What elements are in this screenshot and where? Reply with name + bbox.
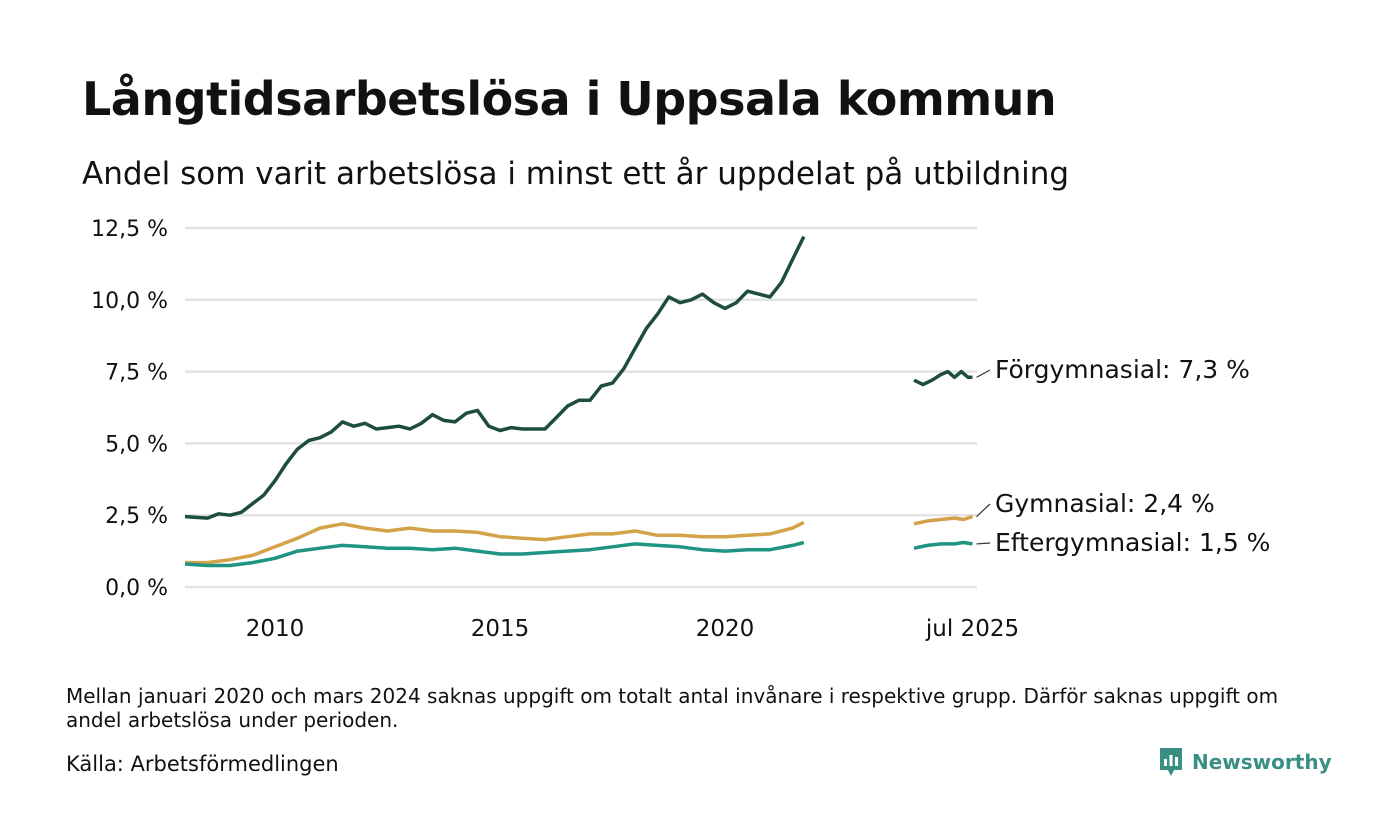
series-line-f-rgymnasial-recent [913,369,973,387]
series-label-eftergymnasial: Eftergymnasial: 1,5 % [995,528,1270,557]
chart-footnote: Mellan januari 2020 och mars 2024 saknas… [66,684,1279,732]
y-tick-label: 2,5 % [105,504,168,529]
x-tick-label: 2020 [696,616,755,642]
x-axis-tick-labels: 2010 2015 2020 jul 2025 [246,616,1019,642]
label-leader-line [976,503,991,518]
label-leader-line [976,542,991,545]
y-tick-label: 0,0 % [105,576,168,601]
x-tick-label: 2015 [471,616,530,642]
series-lines [184,235,974,568]
series-line-gymnasial-early [185,520,805,565]
y-tick-label: 10,0 % [91,289,168,314]
source-credit: Källa: Arbetsförmedlingen [66,752,339,776]
brand-name: Newsworthy [1192,750,1332,774]
newsworthy-logo-icon [1160,748,1182,776]
series-label-f-rgymnasial: Förgymnasial: 7,3 % [995,355,1250,384]
chart-title: Långtidsarbetslösa i Uppsala kommun [82,72,1057,126]
y-tick-label: 7,5 % [105,361,168,386]
series-label-gymnasial: Gymnasial: 2,4 % [995,489,1215,518]
series-line-gymnasial-recent [913,514,974,526]
y-tick-label: 5,0 % [105,432,168,457]
line-chart: 0,0 %2,5 %5,0 %7,5 %10,0 %12,5 % 2010 201… [91,217,1270,642]
newsworthy-brand[interactable]: Newsworthy [1158,746,1332,778]
series-end-labels: Förgymnasial: 7,3 % Gymnasial: 2,4 % Efter… [976,355,1270,557]
series-line-eftergymnasial-early [184,540,805,568]
y-axis-tick-labels: 0,0 % 2,5 % 5,0 % 7,5 % 10,0 % 12,5 % [91,217,168,601]
chart-subtitle: Andel som varit arbetslösa i minst ett å… [82,156,1070,192]
x-tick-label: jul 2025 [925,616,1019,642]
series-line-eftergymnasial-recent [913,540,973,550]
y-tick-label: 12,5 % [91,217,168,242]
series-line-f-rgymnasial-early [184,235,806,520]
gridlines [185,226,977,589]
x-tick-label: 2010 [246,616,305,642]
label-leader-line [976,369,991,378]
